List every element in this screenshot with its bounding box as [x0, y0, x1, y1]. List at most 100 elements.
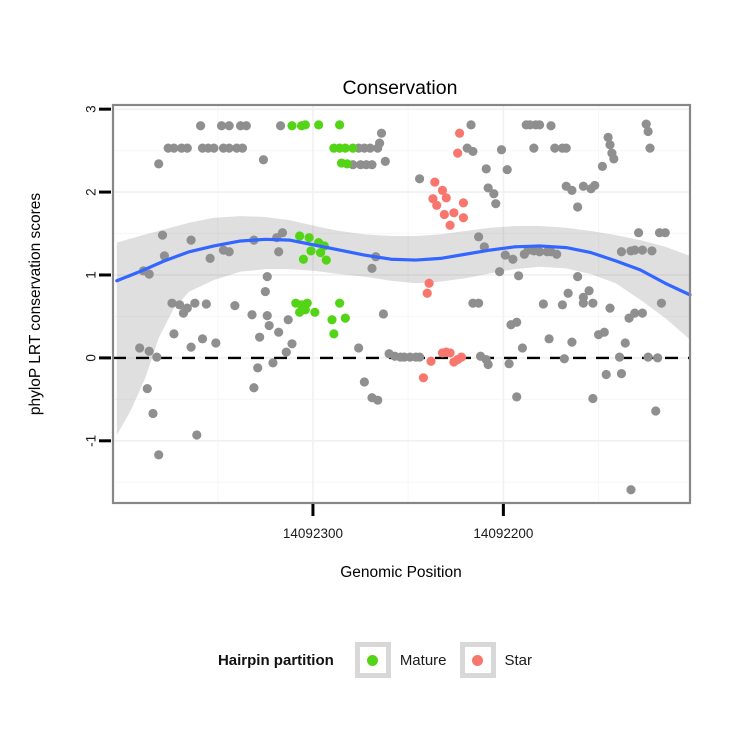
y-axis-title: phyloP LRT conservation scores	[27, 193, 44, 416]
point-other	[283, 315, 293, 325]
point-other	[224, 121, 234, 131]
point-other	[154, 159, 164, 169]
point-other	[643, 352, 653, 362]
y-tick-label: 2	[84, 188, 99, 196]
point-other	[192, 430, 202, 440]
point-star	[458, 198, 468, 208]
point-other	[186, 235, 196, 245]
point-other	[514, 271, 524, 281]
point-other	[517, 343, 528, 353]
point-other	[546, 121, 556, 131]
point-other	[630, 308, 640, 318]
point-other	[142, 383, 152, 394]
point-other	[135, 343, 145, 353]
point-mature	[327, 315, 337, 325]
point-other	[573, 202, 583, 212]
legend-key-label: Star	[504, 651, 533, 669]
point-other	[157, 230, 168, 240]
point-star	[437, 185, 448, 196]
point-star	[456, 352, 467, 362]
y-tick-label: 3	[84, 105, 99, 113]
point-other	[641, 119, 651, 129]
point-other	[651, 406, 661, 416]
point-star	[449, 208, 459, 218]
point-other	[414, 352, 425, 362]
point-mature	[306, 246, 316, 256]
point-other	[630, 245, 640, 255]
point-other	[367, 160, 377, 170]
point-other	[489, 189, 499, 199]
point-other	[567, 337, 577, 347]
point-mature	[304, 233, 314, 243]
point-other	[380, 156, 390, 166]
point-other	[197, 334, 208, 344]
point-other	[216, 121, 227, 131]
point-other	[588, 393, 598, 404]
point-mature	[287, 121, 297, 131]
point-other	[354, 343, 364, 353]
point-other	[603, 132, 613, 142]
point-other	[175, 300, 185, 310]
point-other	[496, 145, 507, 155]
point-other	[178, 308, 189, 318]
point-other	[148, 408, 158, 419]
point-other	[201, 299, 211, 309]
point-other	[500, 250, 510, 260]
point-other	[209, 143, 219, 153]
point-other	[474, 232, 484, 242]
legend: Hairpin partition Mature Star	[0, 638, 750, 682]
loess-line	[115, 237, 692, 297]
point-other	[552, 249, 562, 259]
point-other	[633, 228, 644, 238]
smooth-line	[115, 237, 692, 297]
point-other	[645, 143, 655, 153]
x-axis-title: Genomic Position	[340, 564, 461, 581]
point-other	[224, 143, 234, 153]
point-other	[502, 165, 512, 175]
point-other	[491, 199, 501, 209]
point-other	[144, 346, 154, 356]
point-other	[258, 155, 269, 165]
point-other	[483, 183, 493, 193]
point-other	[268, 358, 278, 368]
point-other	[255, 332, 265, 342]
point-star	[458, 213, 468, 223]
y-tick-label: -1	[84, 435, 99, 447]
point-other	[169, 143, 179, 153]
point-star	[453, 148, 463, 158]
point-other	[281, 347, 291, 357]
point-other	[660, 228, 670, 238]
scatter-points	[135, 119, 670, 495]
x-tick-label: 14092300	[283, 526, 343, 541]
point-other	[154, 450, 164, 460]
point-other	[494, 267, 505, 277]
point-other	[567, 185, 577, 196]
panel-border	[111, 103, 692, 505]
legend-title: Hairpin partition	[217, 651, 334, 669]
point-other	[588, 298, 598, 308]
point-other	[241, 121, 251, 131]
point-other	[544, 334, 554, 344]
point-other	[599, 327, 609, 337]
point-other	[534, 247, 545, 257]
point-other	[152, 352, 162, 362]
point-other	[414, 174, 425, 184]
point-other	[637, 245, 647, 255]
point-mature	[315, 247, 326, 258]
point-mature	[348, 143, 358, 153]
point-mature	[335, 298, 345, 308]
point-other	[247, 310, 257, 320]
point-other	[616, 247, 627, 257]
point-star	[432, 200, 442, 210]
point-other	[512, 392, 522, 402]
point-other	[605, 303, 615, 313]
y-tick-label: 0	[84, 354, 99, 362]
point-other	[274, 247, 284, 257]
point-other	[647, 246, 657, 256]
point-other	[508, 254, 518, 264]
point-other	[262, 272, 272, 282]
panel-frame	[111, 103, 692, 505]
point-other	[195, 121, 206, 131]
